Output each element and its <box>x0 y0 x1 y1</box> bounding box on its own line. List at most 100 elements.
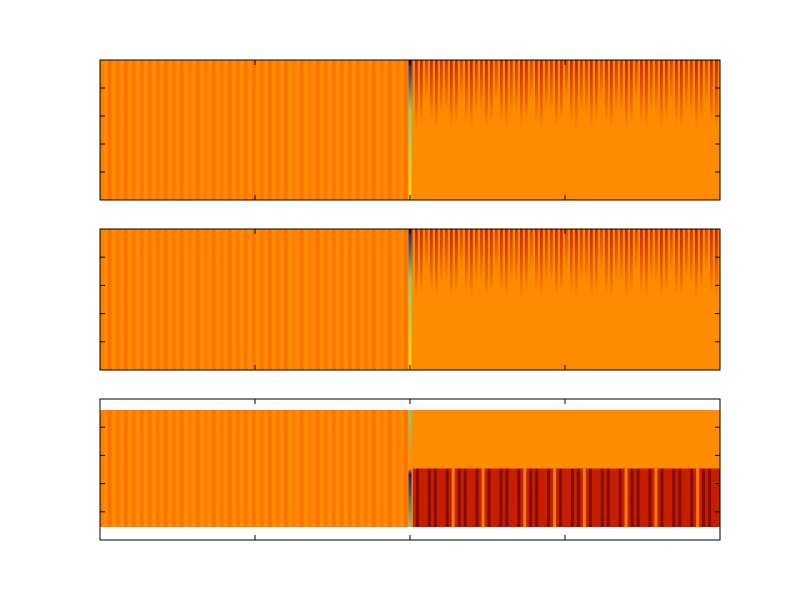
panel-0-right-transient-stripe <box>715 60 718 129</box>
panel-2-lower-right-stripe <box>582 468 586 527</box>
panel-0-left-stripe <box>404 60 408 200</box>
panel-2-lower-right-stripe <box>445 468 449 527</box>
panel-1-right-transient-stripe <box>610 229 613 299</box>
panel-0-right-transient-stripe <box>485 60 488 130</box>
panel-1-right-transient-stripe <box>715 229 718 298</box>
panel-2-lower-right-stripe <box>618 468 622 527</box>
panel-2-lower-right-stripe <box>451 468 455 527</box>
panel-0-right-transient-stripe <box>545 60 548 114</box>
panel-2-upper-left-stripe <box>212 410 216 469</box>
panel-1-right-transient-stripe <box>555 229 558 299</box>
panel-2-lower-left-stripe <box>300 468 304 527</box>
panel-1-left-stripe <box>260 229 264 370</box>
panel-2-lower-left-stripe <box>372 468 376 527</box>
panel-1-right-transient-stripe <box>415 229 418 299</box>
panel-0-right-transient-stripe <box>700 60 703 122</box>
panel-0-right-transient-stripe <box>550 60 553 114</box>
panel-2-lower-right-stripe <box>487 468 491 527</box>
panel-1-left-stripe <box>220 229 224 370</box>
panel-1-left-stripe <box>180 229 184 370</box>
panel-2-lower-right-stripe <box>648 468 652 527</box>
panel-2-lower-right-stripe <box>666 468 670 527</box>
panel-2-lower-right-stripe <box>576 468 580 527</box>
panel-2-upper-left-stripe <box>260 410 264 469</box>
panel-2-lower-right-stripe <box>702 468 706 527</box>
panel-1-left-stripe <box>140 229 144 370</box>
panel-1-left-stripe <box>276 229 280 370</box>
panel-2-lower-right-stripe <box>553 468 557 527</box>
panel-0-right-transient-stripe <box>680 60 683 129</box>
panel-0-right-transient-stripe <box>520 60 523 130</box>
panel-1-right-transient-stripe <box>620 229 623 285</box>
panel-1-left-stripe <box>308 229 312 370</box>
panel-1-right-transient-stripe <box>680 229 683 299</box>
panel-2-lower-left-stripe <box>356 468 360 527</box>
panel-2-lower-right-stripe <box>642 468 646 527</box>
panel-0-right-transient-stripe <box>540 60 543 130</box>
panel-2-lower-left-stripe <box>316 468 320 527</box>
panel-2-lower-left-stripe <box>308 468 312 527</box>
panel-2-upper-left-stripe <box>252 410 256 469</box>
panel-0-left-stripe <box>284 60 288 200</box>
panel-2-lower-left-stripe <box>188 468 192 527</box>
panel-0-left-stripe <box>164 60 168 200</box>
panel-1-right-transient-stripe <box>660 229 663 300</box>
panel-1-right-transient-stripe <box>530 229 533 271</box>
panel-1-transition <box>408 229 412 370</box>
panel-2-lower-right-stripe <box>421 468 425 527</box>
panel-2-lower-right-stripe <box>415 468 419 527</box>
panel-2-lower-left-stripe <box>108 468 112 527</box>
panel-1-right-transient-stripe <box>550 229 553 284</box>
panel-0-right-transient-stripe <box>600 60 603 103</box>
panel-1-left-stripe <box>372 229 376 370</box>
panel-2-lower-right-stripe <box>630 468 634 527</box>
panel-0-left-stripe <box>124 60 128 200</box>
panel-0-left-stripe <box>356 60 360 200</box>
panel-1-right-transient-stripe <box>690 229 693 286</box>
panel-2-lower-left-stripe <box>156 468 160 527</box>
panel-1-left-stripe <box>404 229 408 370</box>
panel-1-right-transient-stripe <box>515 229 518 283</box>
panel-1-right-transient-stripe <box>615 229 618 282</box>
panel-2-lower-left-stripe <box>132 468 136 527</box>
panel-0-right-transient-stripe <box>585 60 588 115</box>
panel-1-right-transient-stripe <box>580 229 583 283</box>
panel-0-left-stripe <box>116 60 120 200</box>
panel-0-left-stripe <box>316 60 320 200</box>
panel-0-right-transient-stripe <box>490 60 493 124</box>
panel-2-lower-left-stripe <box>228 468 232 527</box>
panel-0-right-transient-stripe <box>465 60 468 124</box>
panel-2-lower-left-stripe <box>396 468 400 527</box>
panel-1-left-stripe <box>156 229 160 370</box>
panel-0-right-transient-stripe <box>430 60 433 123</box>
panel-2-upper-left-stripe <box>340 410 344 469</box>
panel-2-lower-left-stripe <box>172 468 176 527</box>
panel-0-left-stripe <box>268 60 272 200</box>
panel-0-left-stripe <box>108 60 112 200</box>
panel-0-left-stripe <box>228 60 232 200</box>
panel-0-left-stripe <box>396 60 400 200</box>
panel-0-right-transient-stripe <box>590 60 593 130</box>
panel-1-right-transient-stripe <box>425 229 428 272</box>
panel-2-lower-right-stripe <box>475 468 479 527</box>
panel-2-lower-left-stripe <box>348 468 352 527</box>
panel-1-left-stripe <box>252 229 256 370</box>
panel-2-lower-left-stripe <box>196 468 200 527</box>
panel-2-upper-left-stripe <box>228 410 232 469</box>
panel-2-upper-left-stripe <box>132 410 136 469</box>
panel-2-lower-right-stripe <box>714 468 718 527</box>
panel-1-left-stripe <box>244 229 248 370</box>
heatmap-panel-bottom <box>99 398 721 541</box>
panel-2-lower-right-stripe <box>606 468 610 527</box>
panel-0-right-transient-stripe <box>435 60 438 130</box>
panel-1-right-transient-stripe <box>440 229 443 284</box>
panel-2-lower-left-stripe <box>148 468 152 527</box>
panel-2-upper-left-stripe <box>268 410 272 469</box>
panel-0-right-transient-stripe <box>575 60 578 130</box>
panel-2-lower-right-stripe <box>529 468 533 527</box>
panel-0-right-transient-stripe <box>415 60 418 129</box>
panel-0-right-transient-stripe <box>695 60 698 130</box>
panel-1-left-stripe <box>292 229 296 370</box>
panel-1-right-transient-stripe <box>535 229 538 294</box>
